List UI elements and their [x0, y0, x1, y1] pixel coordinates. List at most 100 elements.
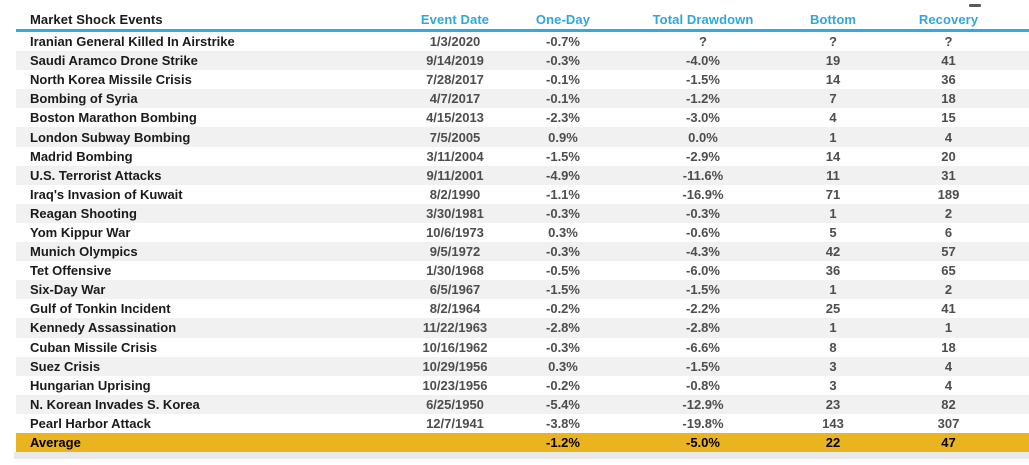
- table-row: London Subway Bombing 7/5/2005 0.9% 0.0% 1 4: [16, 127, 1029, 147]
- recovery-cell: 6: [944, 224, 953, 240]
- one-day-cell: 0.9%: [548, 129, 578, 145]
- recovery-cell: 41: [941, 53, 956, 69]
- table-row: Gulf of Tonkin Incident 8/2/1964 -0.2% -2.2…: [16, 299, 1029, 318]
- event-name-cell: Six-Day War: [30, 282, 106, 298]
- bottom-cell: 7: [829, 91, 837, 107]
- one-day-cell: 0.3%: [548, 358, 578, 374]
- one-day-cell: -0.5%: [546, 263, 580, 279]
- recovery-cell: 65: [941, 263, 956, 279]
- event-date-cell: 8/2/1964: [429, 301, 481, 317]
- table-row: Six-Day War 6/5/1967 -1.5% -1.5% 1 2: [16, 280, 1029, 300]
- event-name-cell: Kennedy Assassination: [30, 320, 177, 336]
- bottom-cell: 14: [825, 72, 841, 88]
- total-drawdown-cell: 0.0%: [688, 129, 718, 145]
- event-date-cell: 7/5/2005: [429, 129, 481, 145]
- event-name-cell: London Subway Bombing: [30, 129, 191, 145]
- total-drawdown-cell: -1.5%: [686, 72, 720, 88]
- event-date-cell: 1/30/1968: [426, 263, 484, 279]
- table-body: Iranian General Killed In Airstrike 1/3/2…: [16, 32, 1029, 433]
- event-date-cell: 10/6/1973: [426, 224, 484, 240]
- recovery-cell: 2: [944, 282, 953, 298]
- column-header-event-date: Event Date: [420, 12, 490, 27]
- total-drawdown-cell: -16.9%: [682, 186, 724, 202]
- total-drawdown-cell: -1.5%: [686, 358, 720, 374]
- event-date-cell: 4/15/2013: [426, 110, 484, 126]
- event-name-cell: Saudi Aramco Drone Strike: [30, 53, 198, 69]
- total-drawdown-cell: -12.9%: [682, 396, 724, 412]
- bottom-cell: 36: [825, 263, 841, 279]
- total-drawdown-cell: -4.0%: [686, 53, 720, 69]
- event-date-cell: 6/25/1950: [426, 396, 484, 412]
- event-name-cell: Reagan Shooting: [30, 205, 137, 221]
- total-drawdown-cell: -2.2%: [686, 301, 720, 317]
- event-date-cell: 10/23/1956: [422, 377, 488, 393]
- event-name-cell: Yom Kippur War: [30, 224, 131, 240]
- table-row: Iranian General Killed In Airstrike 1/3/2…: [16, 32, 1029, 51]
- bottom-cell: ?: [829, 34, 837, 50]
- bottom-cell: 3: [829, 358, 837, 374]
- one-day-cell: -0.1%: [546, 91, 580, 107]
- bottom-cell: 1: [829, 282, 837, 298]
- total-drawdown-cell: -0.6%: [686, 224, 720, 240]
- recovery-cell: 4: [944, 358, 953, 374]
- total-drawdown-cell: -6.0%: [686, 263, 720, 279]
- table-row: Pearl Harbor Attack 12/7/1941 -3.8% -19.8% 1…: [16, 414, 1029, 433]
- column-header-market-shock-events: Market Shock Events: [30, 12, 163, 27]
- event-date-cell: 8/2/1990: [429, 186, 481, 202]
- average-recovery-cell: 47: [941, 434, 956, 450]
- event-date-cell: 7/28/2017: [426, 72, 484, 88]
- column-header-recovery: Recovery: [918, 12, 979, 27]
- recovery-cell: 18: [941, 91, 956, 107]
- average-one-day-cell: -1.2%: [546, 434, 580, 450]
- table-row: Hungarian Uprising 10/23/1956 -0.2% -0.8% 3 4: [16, 376, 1029, 395]
- bottom-shadow-band: [14, 452, 1029, 459]
- bottom-cell: 23: [825, 396, 841, 412]
- bottom-cell: 1: [829, 320, 837, 336]
- event-date-cell: 10/16/1962: [422, 339, 488, 355]
- event-name-cell: Suez Crisis: [30, 358, 101, 374]
- column-header-total-drawdown: Total Drawdown: [652, 12, 754, 27]
- market-shock-events-table: Market Shock Events Event Date One-Day T…: [16, 10, 1029, 452]
- one-day-cell: -3.8%: [546, 415, 580, 431]
- event-date-cell: 10/29/1956: [422, 358, 488, 374]
- recovery-cell: 31: [941, 167, 956, 183]
- event-name-cell: Iranian General Killed In Airstrike: [30, 34, 235, 50]
- one-day-cell: 0.3%: [548, 224, 578, 240]
- event-name-cell: Hungarian Uprising: [30, 377, 151, 393]
- table-row: Cuban Missile Crisis 10/16/1962 -0.3% -6.6%…: [16, 338, 1029, 357]
- one-day-cell: -5.4%: [546, 396, 580, 412]
- total-drawdown-cell: -0.8%: [686, 377, 720, 393]
- recovery-cell: 82: [941, 396, 956, 412]
- bottom-cell: 5: [829, 224, 837, 240]
- table-row: Reagan Shooting 3/30/1981 -0.3% -0.3% 1 2: [16, 203, 1029, 223]
- bottom-cell: 143: [822, 415, 844, 431]
- average-drawdown-cell: -5.0%: [686, 434, 720, 450]
- table-row: North Korea Missile Crisis 7/28/2017 -0.1%…: [16, 70, 1029, 89]
- one-day-cell: -0.2%: [546, 377, 580, 393]
- recovery-cell: 1: [944, 320, 953, 336]
- event-date-cell: 9/5/1972: [429, 244, 481, 260]
- header-underline: [16, 29, 1029, 32]
- table-row: Madrid Bombing 3/11/2004 -1.5% -2.9% 14 20: [16, 147, 1029, 166]
- recovery-cell: 41: [941, 301, 956, 317]
- one-day-cell: -1.5%: [546, 282, 580, 298]
- event-name-cell: Bombing of Syria: [30, 91, 138, 107]
- table-row: Tet Offensive 1/30/1968 -0.5% -6.0% 36 65: [16, 261, 1029, 280]
- bottom-cell: 1: [829, 205, 837, 221]
- recovery-cell: 189: [937, 186, 960, 202]
- event-name-cell: Boston Marathon Bombing: [30, 110, 197, 126]
- event-name-cell: Munich Olympics: [30, 244, 138, 260]
- event-date-cell: 9/14/2019: [426, 53, 484, 69]
- event-name-cell: North Korea Missile Crisis: [30, 72, 192, 88]
- event-date-cell: 6/5/1967: [429, 282, 481, 298]
- recovery-cell: 307: [937, 415, 960, 431]
- total-drawdown-cell: ?: [699, 34, 707, 50]
- recovery-cell: 2: [944, 205, 953, 221]
- one-day-cell: -4.9%: [546, 167, 580, 183]
- bottom-cell: 8: [829, 339, 837, 355]
- one-day-cell: -1.5%: [546, 148, 580, 164]
- average-bottom-cell: 22: [825, 434, 841, 450]
- table-header-row: Market Shock Events Event Date One-Day T…: [16, 10, 1029, 29]
- total-drawdown-cell: -6.6%: [686, 339, 720, 355]
